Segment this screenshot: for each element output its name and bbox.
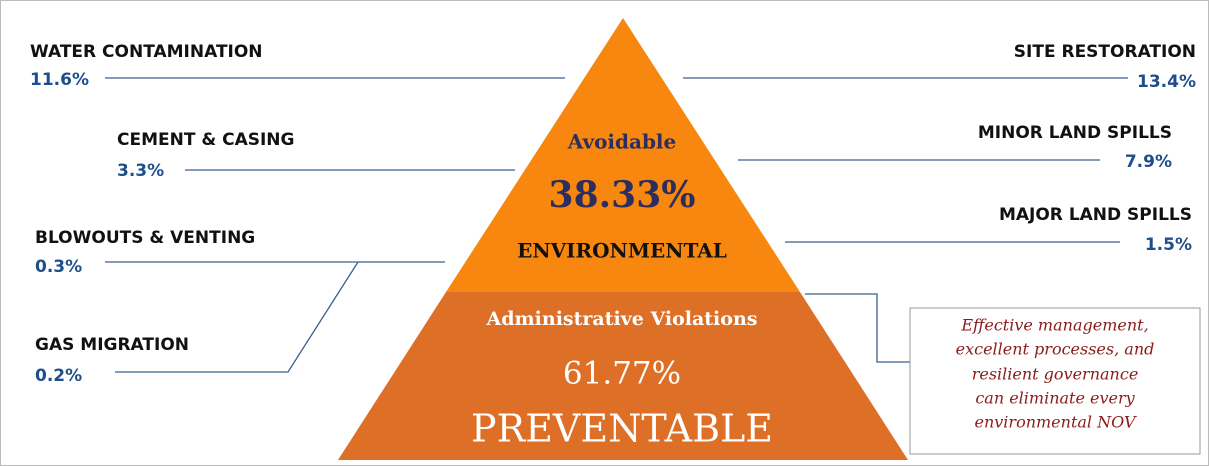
connector [115,261,359,373]
left-value: 3.3% [117,161,164,181]
note-line: Effective management, [960,316,1148,335]
note-line: excellent processes, and [956,340,1155,359]
left-label: BLOWOUTS & VENTING [35,228,255,248]
right-value: 13.4% [1137,72,1196,92]
pyramid-bottom [338,292,908,460]
right-label: SITE RESTORATION [1014,42,1196,62]
right-value: 7.9% [1125,152,1172,172]
note-line: can eliminate every [975,389,1135,408]
left-label: CEMENT & CASING [117,130,295,150]
note-line: resilient governance [972,365,1139,384]
right-label: MINOR LAND SPILLS [978,123,1172,143]
right-label: MAJOR LAND SPILLS [999,205,1192,225]
left-value: 0.3% [35,257,82,277]
top-value: 38.33% [549,174,696,216]
left-value: 11.6% [30,70,89,90]
top-label: ENVIRONMENTAL [517,239,727,263]
note-line: environmental NOV [974,413,1136,432]
top-heading: Avoidable [567,130,677,154]
connector [805,293,910,363]
bottom-heading: Administrative Violations [486,308,758,330]
right-value: 1.5% [1145,235,1192,255]
bottom-label: PREVENTABLE [471,407,773,451]
bottom-value: 61.77% [563,356,681,392]
left-value: 0.2% [35,366,82,386]
note-box [909,307,1201,455]
left-label: GAS MIGRATION [35,335,189,355]
pyramid-top [446,18,800,292]
left-label: WATER CONTAMINATION [30,42,263,62]
